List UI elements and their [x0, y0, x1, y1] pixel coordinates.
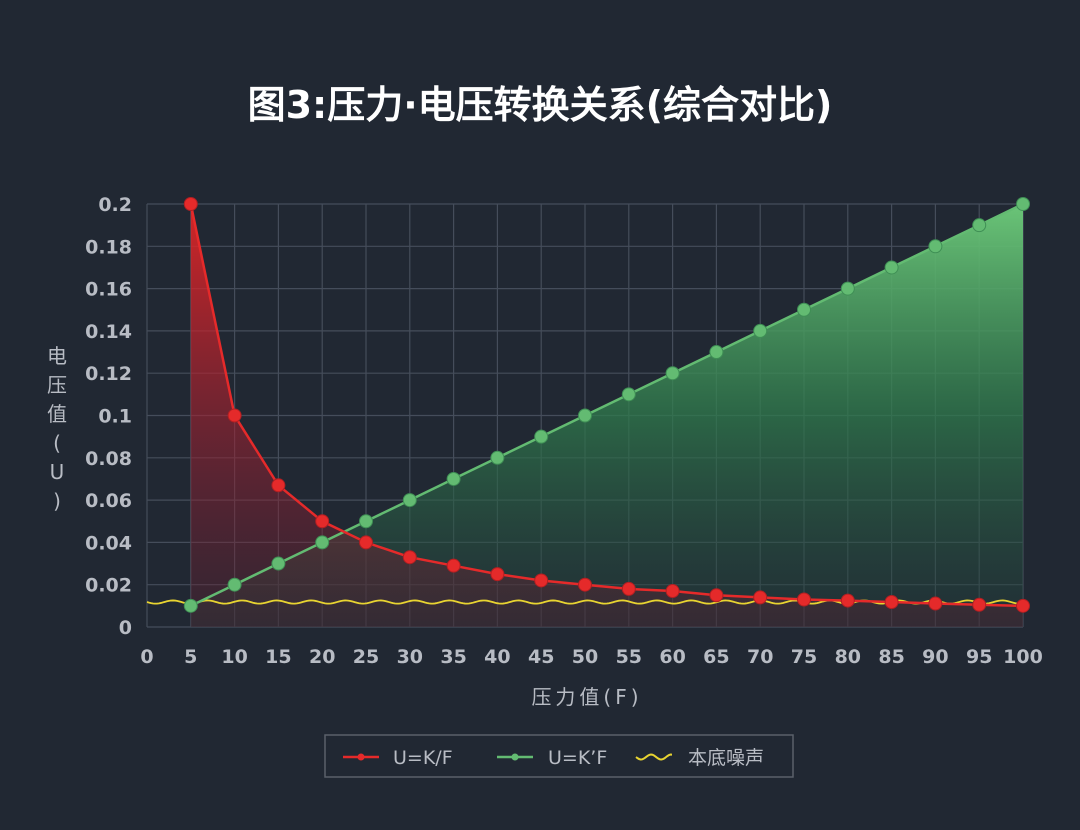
y-tick-label: 0.12: [85, 363, 132, 385]
chart-title: 图3:压力·电压转换关系(综合对比): [248, 83, 833, 127]
series-point-green: [797, 302, 811, 317]
x-tick-label: 35: [440, 646, 466, 668]
series-point-red: [621, 581, 636, 596]
x-tick-label: 10: [221, 646, 247, 668]
x-tick-label: 50: [572, 646, 598, 668]
series-point-red: [665, 584, 680, 599]
noise-layer: [146, 599, 1024, 605]
legend-swatch-marker: [357, 753, 365, 761]
series-point-green: [621, 387, 636, 402]
x-axis-ticks: 0 5 10 15 20 25 30 35 40 45 50 55 60 65 70 75 80 85 90 95 10…: [140, 646, 1042, 668]
x-tick-label: 0: [140, 646, 153, 668]
series-point-red: [1016, 598, 1030, 613]
series-point-red: [402, 550, 417, 565]
y-tick-label: 0.2: [98, 194, 132, 216]
series-point-green: [446, 471, 461, 486]
series-point-red: [183, 197, 198, 211]
legend-label: 本底噪声: [688, 747, 764, 769]
y-tick-label: 0.08: [85, 448, 132, 470]
x-tick-label: 60: [659, 646, 685, 668]
series-point-red: [972, 597, 987, 612]
x-tick-label: 75: [791, 646, 817, 668]
x-tick-label: 70: [747, 646, 773, 668]
area-fills: [190, 204, 1024, 627]
y-tick-label: 0.04: [85, 532, 132, 554]
legend: U=K/F U=K’F 本底噪声: [324, 734, 794, 778]
series-point-green: [402, 493, 417, 508]
x-tick-label: 15: [265, 646, 291, 668]
series-point-green: [709, 345, 724, 360]
series-point-green: [840, 281, 855, 296]
series-line-noise: [146, 599, 1024, 605]
legend-swatch-wave: [635, 753, 673, 761]
series-point-red: [446, 558, 461, 573]
series-point-red: [534, 573, 549, 588]
series-point-red: [884, 595, 899, 610]
series-point-green: [183, 598, 198, 613]
x-tick-label: 5: [184, 646, 197, 668]
series-point-green: [928, 239, 943, 254]
series-point-green: [665, 366, 680, 381]
series-point-green: [1016, 197, 1030, 211]
series-points: [183, 197, 1030, 613]
series-area-red: [190, 204, 1024, 627]
series-point-red: [928, 596, 943, 611]
series-point-green: [271, 556, 286, 571]
series-point-red: [840, 593, 855, 608]
x-tick-label: 80: [835, 646, 861, 668]
series-point-red: [227, 408, 242, 423]
x-tick-label: 25: [353, 646, 379, 668]
x-tick-label: 45: [528, 646, 554, 668]
y-tick-label: 0.16: [85, 279, 132, 301]
series-point-green: [490, 450, 505, 465]
series-point-green: [315, 535, 330, 550]
series-point-red: [797, 592, 811, 607]
series-point-green: [534, 429, 549, 444]
y-tick-label: 0.02: [85, 575, 132, 597]
x-tick-label: 100: [1003, 646, 1043, 668]
legend-label: U=K’F: [548, 747, 607, 769]
series-point-red: [709, 588, 724, 603]
series-point-red: [315, 514, 330, 529]
legend-box: [324, 734, 794, 778]
series-line-green: [190, 202, 1024, 608]
x-axis-label: 压力值(F): [531, 685, 642, 709]
y-tick-label: 0.06: [85, 490, 132, 512]
x-tick-label: 30: [397, 646, 423, 668]
series-point-red: [490, 567, 505, 582]
series-lines: [189, 202, 1024, 608]
series-point-green: [753, 323, 768, 338]
x-tick-label: 95: [966, 646, 992, 668]
series-point-red: [578, 577, 592, 592]
x-tick-label: 40: [484, 646, 510, 668]
y-tick-label: 0.14: [85, 321, 132, 343]
x-tick-label: 85: [878, 646, 904, 668]
series-point-green: [972, 218, 987, 233]
series-point-red: [359, 535, 373, 550]
x-tick-label: 20: [309, 646, 335, 668]
x-tick-label: 55: [616, 646, 642, 668]
y-tick-label: 0.1: [98, 406, 132, 428]
y-axis-ticks: 0 0.02 0.04 0.06 0.08 0.1 0.12 0.14 0.16 0.18 0.2: [85, 194, 132, 639]
series-line-red: [189, 203, 1024, 608]
y-tick-label: 0: [119, 617, 132, 639]
series-point-red: [271, 478, 286, 493]
series-point-green: [578, 408, 592, 423]
series-area-green: [190, 204, 1024, 627]
series-point-green: [884, 260, 899, 275]
x-tick-label: 90: [922, 646, 948, 668]
legend-label: U=K/F: [393, 747, 453, 769]
series-point-green: [359, 514, 373, 529]
x-tick-label: 65: [703, 646, 729, 668]
series-point-red: [753, 590, 768, 605]
legend-swatch-marker: [511, 753, 519, 761]
y-axis-label: 电压值(U): [47, 344, 67, 513]
y-tick-label: 0.18: [85, 236, 132, 258]
series-point-green: [227, 577, 242, 592]
